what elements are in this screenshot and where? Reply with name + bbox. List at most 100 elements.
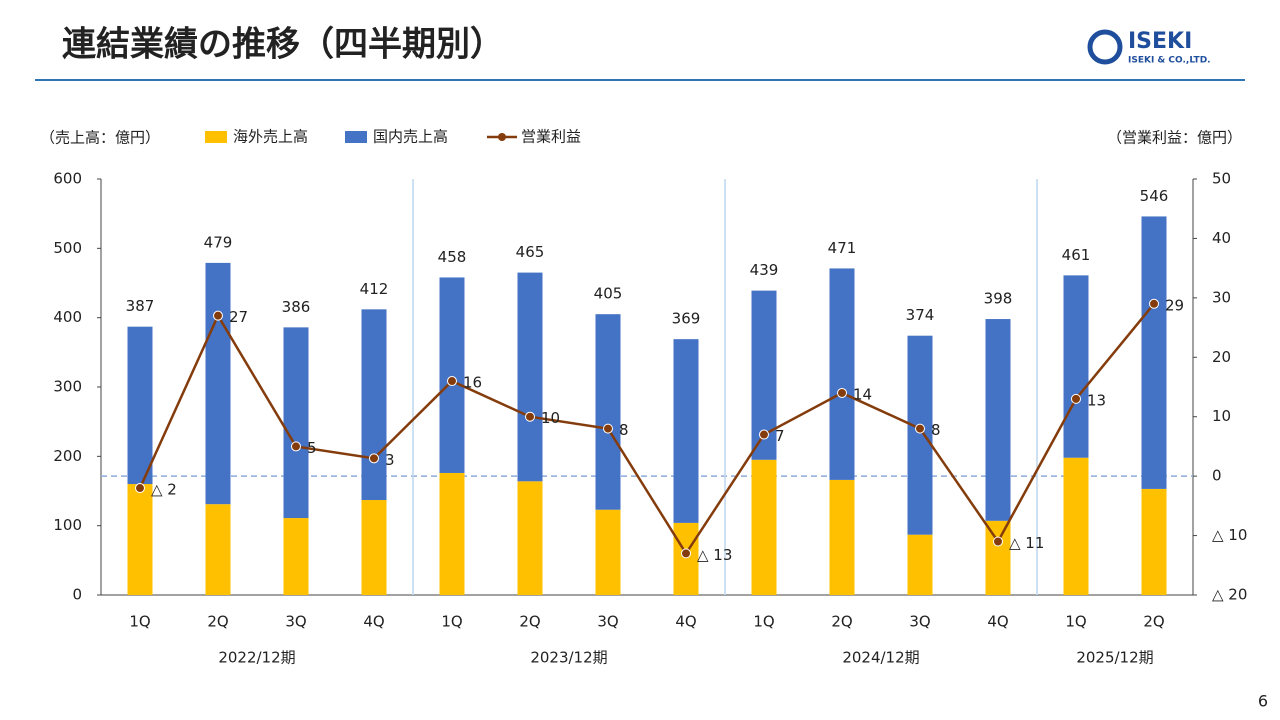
bar bbox=[829, 268, 855, 480]
group-label: 2025/12期 bbox=[1076, 649, 1153, 667]
y-tick-label: 600 bbox=[53, 170, 82, 188]
logo-icon bbox=[1087, 29, 1123, 65]
bar bbox=[985, 319, 1011, 521]
y2-tick-label: 50 bbox=[1212, 170, 1231, 188]
line-point bbox=[291, 441, 301, 452]
legend-label: 海外売上高 bbox=[233, 128, 308, 146]
data-label: 5 bbox=[307, 439, 317, 457]
y2-tick-label: 0 bbox=[1212, 467, 1222, 485]
total-label: 374 bbox=[906, 306, 935, 324]
group-label: 2022/12期 bbox=[218, 649, 295, 667]
bar bbox=[829, 479, 855, 595]
logo-text: ISEKI bbox=[1128, 29, 1192, 54]
x-tick-label: 2Q bbox=[207, 613, 228, 631]
total-label: 458 bbox=[438, 248, 467, 266]
legend-swatch bbox=[345, 131, 367, 143]
legend-dot bbox=[498, 133, 506, 141]
bar bbox=[517, 481, 543, 595]
y2-tick-label: △ 20 bbox=[1212, 586, 1247, 604]
bar bbox=[907, 335, 933, 535]
line-point bbox=[603, 423, 613, 434]
x-tick-label: 1Q bbox=[129, 613, 150, 631]
bar bbox=[205, 262, 231, 505]
group-label: 2024/12期 bbox=[842, 649, 919, 667]
data-label: 14 bbox=[853, 385, 872, 403]
bar bbox=[283, 327, 309, 519]
total-label: 386 bbox=[282, 298, 311, 316]
legend-label: 営業利益 bbox=[521, 128, 581, 146]
logo: ISEKI ISEKI & CO.,LTD. bbox=[1087, 29, 1211, 66]
bar bbox=[1141, 488, 1167, 595]
total-label: 471 bbox=[828, 239, 857, 257]
bar bbox=[205, 504, 231, 595]
line-point bbox=[993, 536, 1003, 547]
data-label: 3 bbox=[385, 451, 395, 469]
bar bbox=[361, 500, 387, 595]
total-label: 398 bbox=[984, 290, 1013, 308]
data-label: 29 bbox=[1165, 296, 1184, 314]
legend-label: 国内売上高 bbox=[373, 128, 448, 146]
company-name: ISEKI & CO.,LTD. bbox=[1128, 56, 1211, 66]
bar bbox=[673, 339, 699, 523]
bar bbox=[907, 534, 933, 595]
bar bbox=[1063, 457, 1089, 595]
line-point bbox=[135, 483, 145, 494]
data-label: 16 bbox=[463, 374, 482, 392]
total-label: 412 bbox=[360, 280, 389, 298]
line-point bbox=[681, 548, 691, 559]
bar bbox=[127, 484, 153, 595]
data-label: 10 bbox=[541, 409, 560, 427]
y-tick-label: 0 bbox=[72, 586, 82, 604]
bar bbox=[673, 522, 699, 595]
data-label: 8 bbox=[931, 421, 941, 439]
slide-title: 連結業績の推移（四半期別） bbox=[62, 25, 504, 65]
total-label: 461 bbox=[1062, 246, 1091, 264]
bar bbox=[283, 518, 309, 595]
y-tick-label: 300 bbox=[53, 378, 82, 396]
line-point bbox=[1149, 298, 1159, 309]
bar bbox=[595, 509, 621, 595]
data-label: △ 2 bbox=[151, 481, 177, 499]
total-label: 405 bbox=[594, 285, 623, 303]
x-tick-label: 4Q bbox=[987, 613, 1008, 631]
data-label: △ 13 bbox=[697, 546, 732, 564]
total-label: 369 bbox=[672, 310, 701, 328]
line-point bbox=[447, 376, 457, 387]
y-tick-label: 400 bbox=[53, 308, 82, 326]
line-point bbox=[369, 453, 379, 464]
bar bbox=[595, 314, 621, 510]
x-tick-label: 4Q bbox=[675, 613, 696, 631]
y2-tick-label: 10 bbox=[1212, 407, 1231, 425]
data-label: 13 bbox=[1087, 391, 1106, 409]
data-label: 8 bbox=[619, 421, 629, 439]
bar bbox=[1141, 216, 1167, 489]
bar bbox=[751, 459, 777, 595]
bar bbox=[127, 326, 153, 485]
y-tick-label: 500 bbox=[53, 239, 82, 257]
total-label: 465 bbox=[516, 243, 545, 261]
bar bbox=[361, 309, 387, 501]
x-tick-label: 1Q bbox=[1065, 613, 1086, 631]
y2-tick-label: 40 bbox=[1212, 229, 1231, 247]
bar bbox=[439, 472, 465, 595]
legend-swatch bbox=[205, 131, 227, 143]
x-tick-label: 4Q bbox=[363, 613, 384, 631]
data-label: 27 bbox=[229, 308, 248, 326]
total-label: 546 bbox=[1140, 187, 1169, 205]
bar bbox=[985, 520, 1011, 595]
line-point bbox=[915, 423, 925, 434]
x-tick-label: 3Q bbox=[909, 613, 930, 631]
total-label: 387 bbox=[126, 297, 155, 315]
bar bbox=[517, 272, 543, 482]
y2-tick-label: 20 bbox=[1212, 348, 1231, 366]
data-label: △ 11 bbox=[1009, 534, 1044, 552]
y2-unit-label: （営業利益：億円） bbox=[1107, 129, 1242, 147]
x-tick-label: 1Q bbox=[441, 613, 462, 631]
data-label: 7 bbox=[775, 427, 785, 445]
line-point bbox=[759, 429, 769, 440]
line-point bbox=[213, 310, 223, 321]
y2-tick-label: 30 bbox=[1212, 288, 1231, 306]
x-tick-label: 3Q bbox=[285, 613, 306, 631]
x-tick-label: 1Q bbox=[753, 613, 774, 631]
